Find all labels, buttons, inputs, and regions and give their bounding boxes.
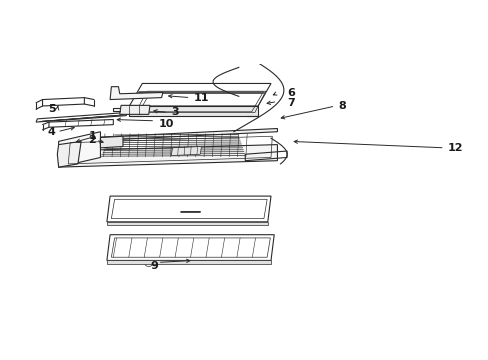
Text: 2: 2	[88, 135, 96, 145]
Text: 3: 3	[171, 107, 179, 117]
Polygon shape	[120, 105, 150, 114]
Text: 11: 11	[193, 93, 209, 103]
Text: 4: 4	[47, 127, 55, 137]
Text: 8: 8	[338, 101, 346, 111]
Polygon shape	[59, 132, 100, 167]
Polygon shape	[78, 129, 277, 141]
Polygon shape	[129, 106, 258, 116]
Polygon shape	[110, 87, 163, 100]
Polygon shape	[100, 136, 122, 148]
Polygon shape	[59, 145, 277, 167]
Polygon shape	[107, 260, 270, 264]
Polygon shape	[171, 147, 201, 156]
Text: 7: 7	[286, 98, 294, 108]
Text: 6: 6	[286, 88, 294, 98]
Polygon shape	[107, 222, 267, 225]
Text: 12: 12	[447, 143, 463, 153]
Text: 10: 10	[158, 119, 173, 129]
Text: 9: 9	[150, 261, 158, 271]
Text: 5: 5	[48, 104, 55, 114]
Polygon shape	[57, 141, 81, 167]
Text: 1: 1	[88, 131, 96, 141]
